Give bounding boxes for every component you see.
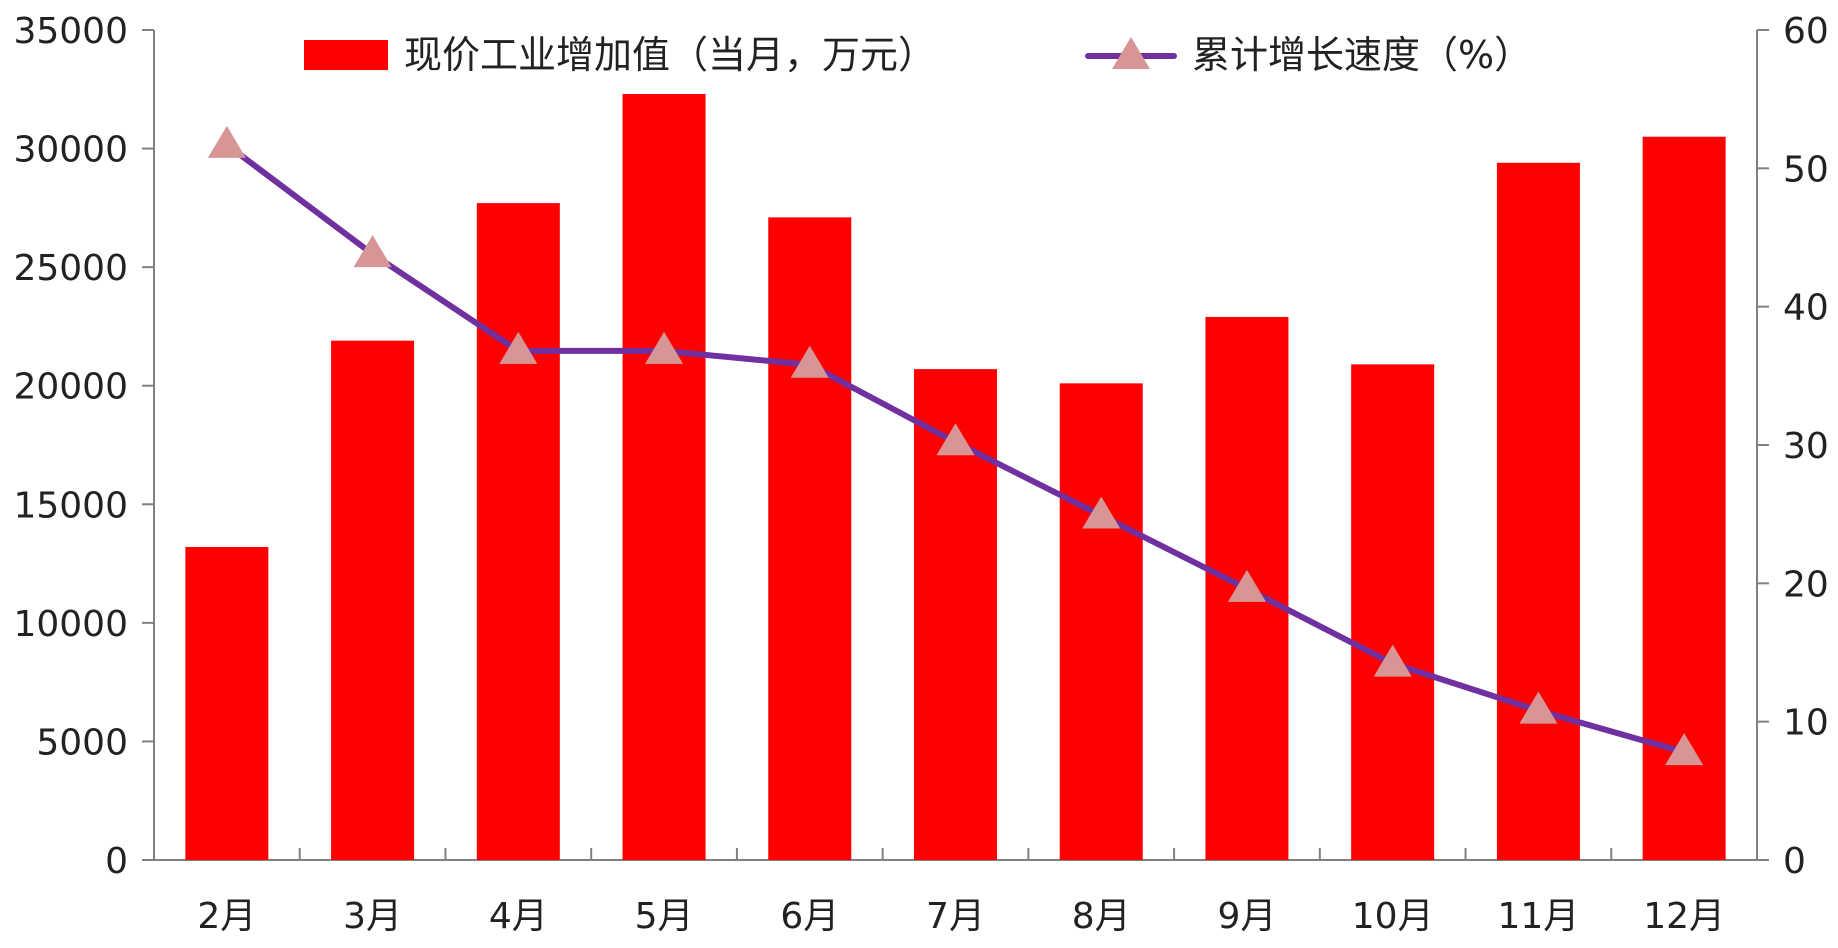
x-axis-tick-label: 7月 (926, 896, 985, 937)
left-axis-tick-label: 20000 (13, 367, 128, 408)
x-axis-tick-label: 8月 (1072, 896, 1131, 937)
right-axis-tick-label: 20 (1783, 564, 1829, 605)
bar (1059, 383, 1143, 860)
line-point-marker (936, 423, 975, 456)
x-axis-tick-label: 4月 (489, 896, 548, 937)
line-point-marker (1519, 691, 1558, 724)
left-axis-tick-label: 25000 (13, 248, 128, 289)
bar (476, 203, 560, 861)
left-axis-tick-label: 0 (105, 841, 128, 882)
x-axis-tick-label: 2月 (197, 896, 256, 937)
legend-bar-label: 现价工业增加值（当月，万元） (404, 33, 936, 77)
legend-line-label: 累计增长速度（%） (1192, 33, 1532, 77)
left-axis-tick-label: 5000 (36, 722, 128, 763)
x-axis-tick-label: 12月 (1643, 896, 1725, 937)
right-axis-ticks: 0 10 20 30 40 50 60 (1757, 11, 1829, 882)
x-axis-tick-label: 11月 (1498, 896, 1580, 937)
x-axis-ticks: 2月 3月 4月 5月 6月 7月 8月 9月 10月 11月 12月 (153, 848, 1758, 937)
x-axis-tick-label: 9月 (1218, 896, 1277, 937)
legend-triangle-marker (1112, 37, 1150, 69)
x-axis-tick-label: 5月 (635, 896, 694, 937)
line-point-marker (207, 125, 246, 158)
legend: 现价工业增加值（当月，万元） 累计增长速度（%） (304, 33, 1532, 77)
left-axis-tick-label: 10000 (13, 604, 128, 645)
right-axis-tick-label: 40 (1783, 288, 1829, 329)
bar (768, 217, 852, 861)
line-point-marker (1082, 496, 1121, 529)
line-point-marker (1665, 733, 1704, 766)
left-axis-ticks: 0 5000 10000 15000 20000 25000 30000 35000 (13, 11, 154, 882)
bar (1496, 162, 1580, 861)
line-series (207, 125, 1704, 766)
bar (331, 340, 415, 861)
left-axis-tick-label: 15000 (13, 485, 128, 526)
left-axis: 0 5000 10000 15000 20000 25000 30000 35000 (13, 11, 155, 882)
right-axis-tick-label: 30 (1783, 426, 1829, 467)
bar (1351, 364, 1435, 860)
right-axis-tick-label: 50 (1783, 149, 1829, 190)
bar (622, 94, 706, 861)
x-axis-tick-label: 3月 (343, 896, 402, 937)
line-point-marker (499, 331, 538, 364)
legend-bar-swatch (304, 40, 388, 70)
right-axis-tick-label: 0 (1783, 841, 1806, 882)
left-axis-tick-label: 35000 (13, 11, 128, 52)
line-point-marker (1227, 569, 1266, 602)
right-axis: 0 10 20 30 40 50 60 (1756, 11, 1829, 882)
line-point-marker (353, 235, 392, 268)
bar-series (185, 94, 1726, 861)
line-point-marker (645, 331, 684, 364)
right-axis-tick-label: 60 (1783, 11, 1829, 52)
line-point-marker (790, 345, 829, 378)
x-axis: 2月 3月 4月 5月 6月 7月 8月 9月 10月 11月 12月 (153, 848, 1758, 937)
bar (185, 546, 269, 860)
x-axis-tick-label: 10月 (1352, 896, 1434, 937)
left-axis-tick-label: 30000 (13, 130, 128, 171)
line-point-marker (1373, 644, 1412, 677)
x-axis-tick-label: 6月 (780, 896, 839, 937)
right-axis-tick-label: 10 (1783, 703, 1829, 744)
